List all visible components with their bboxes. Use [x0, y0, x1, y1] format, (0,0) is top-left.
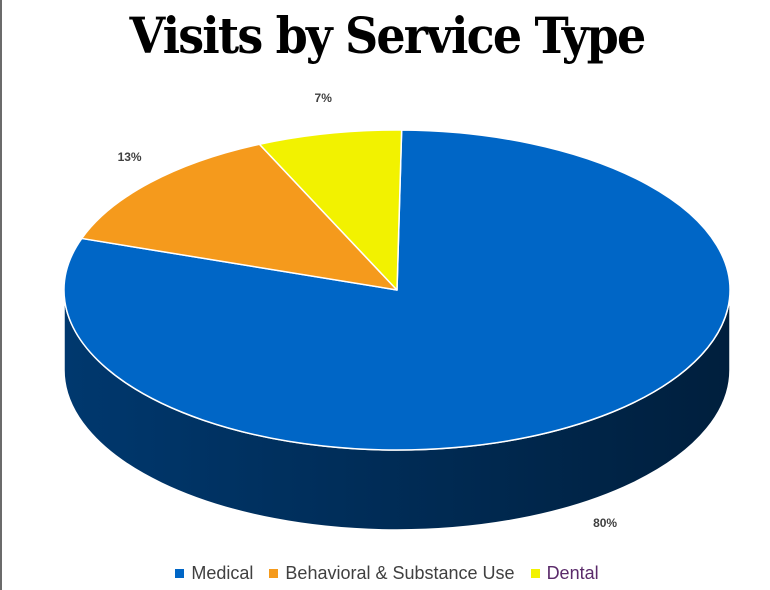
legend-swatch	[269, 569, 279, 578]
data-label-behavioral: 13%	[118, 150, 142, 164]
legend-item-behavioral: Behavioral & Substance Use	[269, 563, 515, 584]
pie-labels: 80% 13% 7%	[118, 91, 618, 530]
legend: Medical Behavioral & Substance Use Denta…	[2, 563, 770, 584]
legend-swatch	[530, 569, 540, 578]
legend-label: Behavioral & Substance Use	[285, 563, 515, 583]
legend-swatch	[175, 569, 185, 578]
pie-tops	[63, 129, 731, 451]
pie-slice-behavioral	[81, 143, 398, 291]
chart-title: Visits by Service Type	[129, 6, 647, 65]
legend-item-medical: Medical	[175, 563, 253, 584]
data-label-dental: 7%	[315, 91, 333, 105]
pie-slice-dental	[258, 129, 403, 291]
legend-label: Dental	[546, 563, 599, 583]
legend-label: Medical	[191, 563, 254, 583]
legend-item-dental: Dental	[530, 563, 599, 584]
data-label-medical: 80%	[593, 516, 617, 530]
